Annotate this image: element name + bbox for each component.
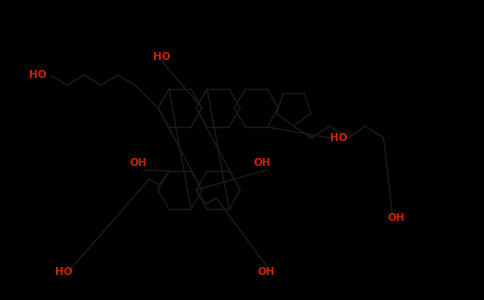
Text: OH: OH — [130, 158, 148, 168]
Text: OH: OH — [388, 213, 406, 223]
Text: HO: HO — [153, 52, 170, 62]
Text: HO: HO — [29, 70, 46, 80]
Text: OH: OH — [253, 158, 271, 168]
Text: HO: HO — [55, 267, 73, 277]
Text: HO: HO — [330, 133, 348, 143]
Text: OH: OH — [258, 267, 275, 277]
